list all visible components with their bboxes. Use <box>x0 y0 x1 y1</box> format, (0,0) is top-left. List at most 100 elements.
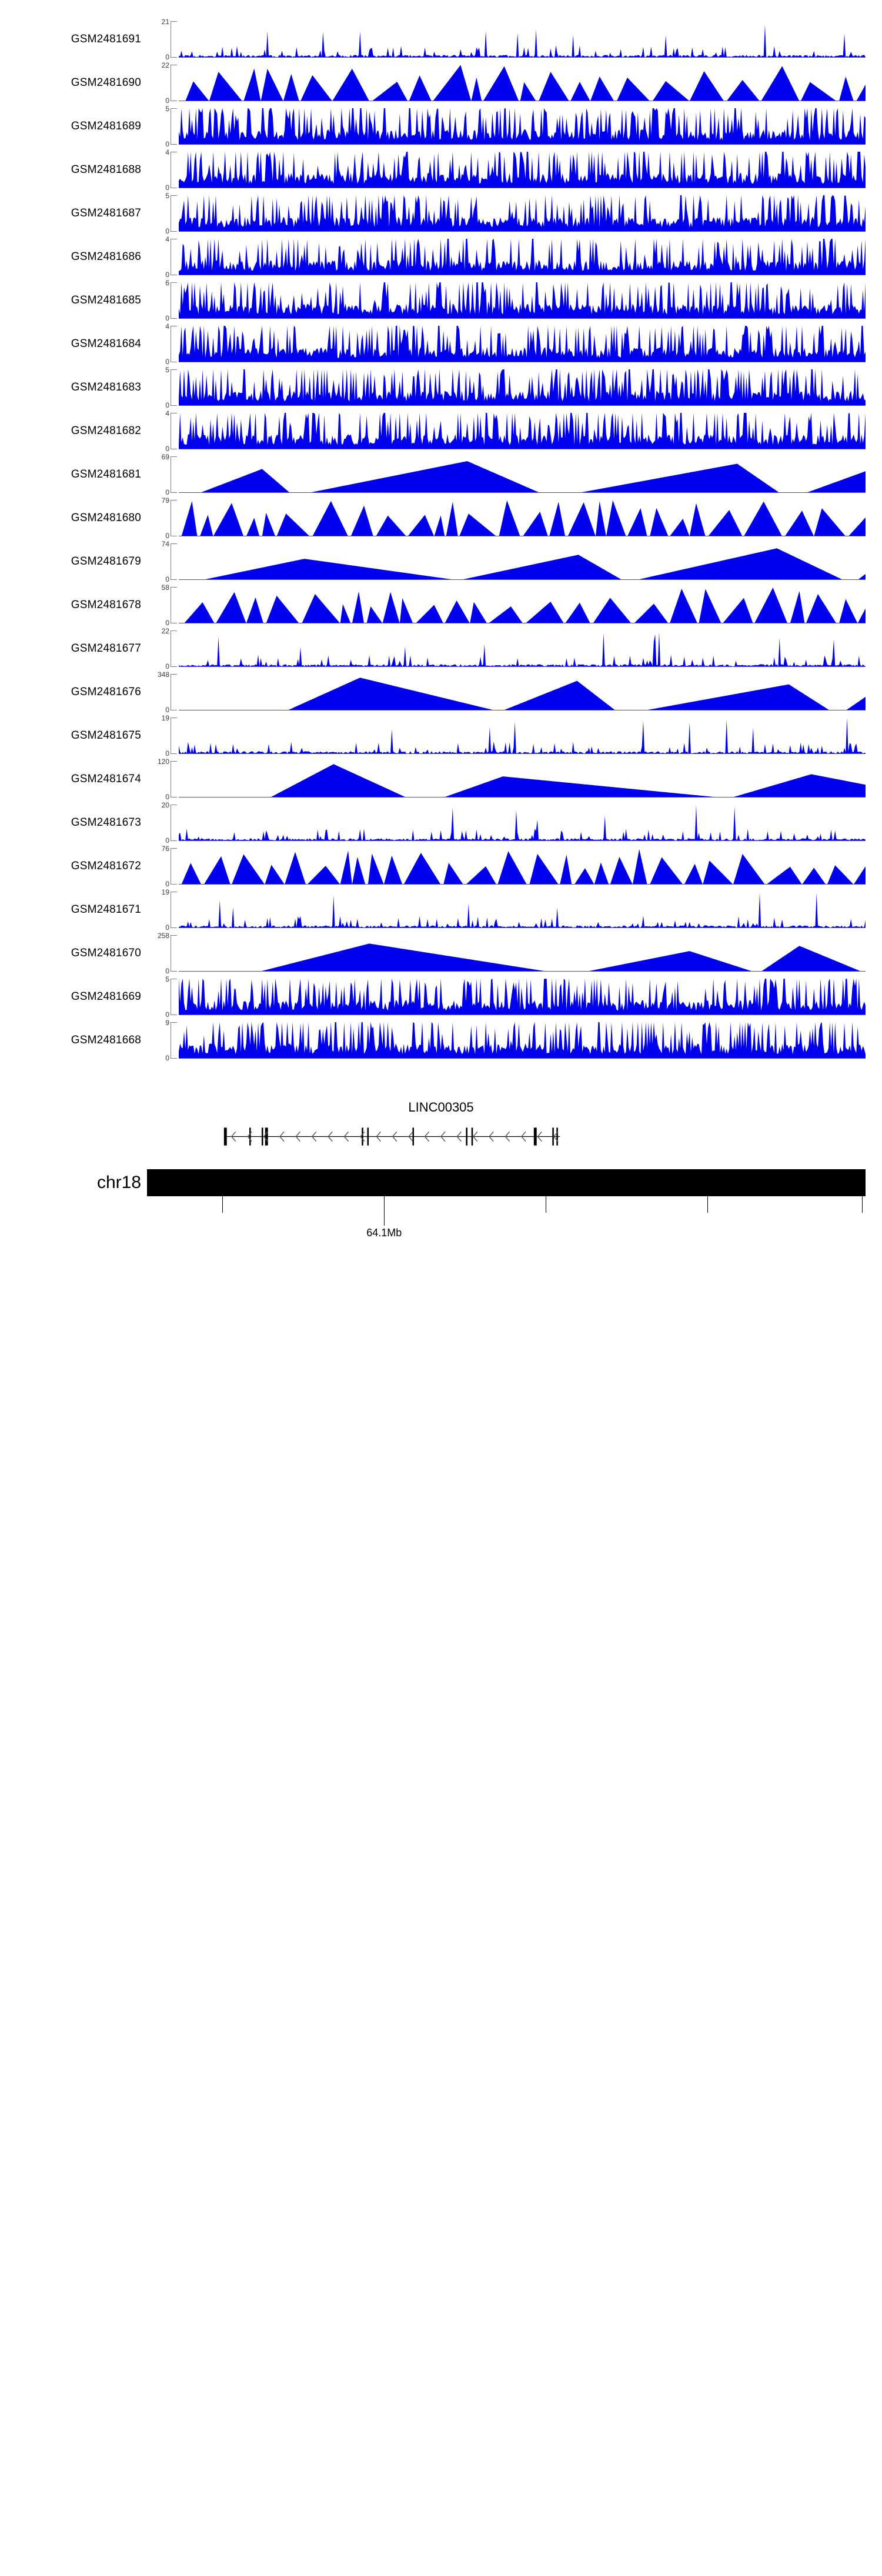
track-baseline <box>179 840 866 841</box>
coverage-track: GSM2481675 19 0 <box>0 715 882 757</box>
y-axis-bracket <box>171 282 179 319</box>
track-label-cell: GSM2481677 <box>0 630 148 667</box>
y-axis-max-label: 22 <box>161 627 169 635</box>
y-axis-bracket <box>171 65 179 101</box>
y-axis: 22 0 <box>148 627 179 670</box>
sample-label: GSM2481676 <box>71 686 141 698</box>
coverage-signal[interactable] <box>179 456 866 493</box>
y-axis-bracket <box>171 587 179 623</box>
sample-label: GSM2481673 <box>71 816 141 829</box>
y-axis-bracket <box>171 456 179 493</box>
y-axis-max-label: 76 <box>161 845 169 853</box>
coverage-signal[interactable] <box>179 935 866 972</box>
sample-label: GSM2481682 <box>71 425 141 437</box>
axis-tick <box>707 1196 709 1213</box>
y-axis-min-label: 0 <box>165 1010 169 1019</box>
coverage-signal[interactable] <box>179 805 866 841</box>
sample-label: GSM2481668 <box>71 1034 141 1046</box>
axis-tick <box>384 1196 385 1226</box>
track-label-cell: GSM2481691 <box>0 21 148 58</box>
y-axis-bracket <box>171 805 179 841</box>
y-axis-bracket <box>171 718 179 754</box>
coverage-signal[interactable] <box>179 1022 866 1059</box>
coverage-signal[interactable] <box>179 979 866 1015</box>
y-axis-min-label: 0 <box>165 662 169 670</box>
track-label-cell: GSM2481688 <box>0 152 148 188</box>
y-axis-max-label: 348 <box>157 670 169 679</box>
y-axis: 258 0 <box>148 932 179 975</box>
coverage-signal[interactable] <box>179 282 866 319</box>
y-axis: 74 0 <box>148 540 179 583</box>
coverage-signal[interactable] <box>179 543 866 580</box>
y-axis-max-label: 9 <box>165 1019 169 1027</box>
coverage-signal[interactable] <box>179 500 866 536</box>
sample-label: GSM2481677 <box>71 642 141 655</box>
track-label-cell: GSM2481679 <box>0 543 148 580</box>
y-axis-max-label: 20 <box>161 801 169 809</box>
y-axis: 19 0 <box>148 715 179 757</box>
gene-model[interactable] <box>179 1122 864 1147</box>
y-axis-min-label: 0 <box>165 1054 169 1062</box>
coverage-signal[interactable] <box>179 892 866 928</box>
coverage-signal[interactable] <box>179 152 866 188</box>
coverage-track: GSM2481668 9 0 <box>0 1019 882 1062</box>
sample-label: GSM2481671 <box>71 903 141 916</box>
coverage-signal[interactable] <box>179 587 866 623</box>
y-axis-max-label: 120 <box>157 758 169 766</box>
coverage-track: GSM2481689 5 0 <box>0 105 882 148</box>
track-baseline <box>179 797 866 798</box>
track-baseline <box>179 666 866 667</box>
track-label-cell: GSM2481680 <box>0 500 148 536</box>
y-axis-bracket <box>171 239 179 275</box>
y-axis-min-label: 0 <box>165 140 169 148</box>
coverage-signal[interactable] <box>179 761 866 798</box>
y-axis: 58 0 <box>148 584 179 626</box>
track-baseline <box>179 318 866 319</box>
sample-label: GSM2481690 <box>71 76 141 89</box>
sample-label: GSM2481674 <box>71 773 141 785</box>
y-axis-bracket <box>171 674 179 710</box>
track-label-cell: GSM2481672 <box>0 848 148 885</box>
coverage-signal[interactable] <box>179 326 866 362</box>
coverage-signal[interactable] <box>179 674 866 710</box>
y-axis-max-label: 5 <box>165 105 169 113</box>
y-axis-bracket <box>171 979 179 1015</box>
track-baseline <box>179 231 866 232</box>
track-baseline <box>179 144 866 145</box>
sample-label: GSM2481679 <box>71 555 141 568</box>
track-label-cell: GSM2481674 <box>0 761 148 798</box>
y-axis-min-label: 0 <box>165 836 169 845</box>
y-axis-bracket <box>171 369 179 406</box>
coverage-signal[interactable] <box>179 718 866 754</box>
y-axis-max-label: 5 <box>165 192 169 200</box>
coverage-signal[interactable] <box>179 195 866 232</box>
track-baseline <box>179 753 866 754</box>
coverage-signal[interactable] <box>179 108 866 145</box>
coverage-signal[interactable] <box>179 848 866 885</box>
y-axis-max-label: 21 <box>161 18 169 26</box>
y-axis-min-label: 0 <box>165 706 169 714</box>
coverage-signal[interactable] <box>179 413 866 449</box>
track-label-cell: GSM2481675 <box>0 718 148 754</box>
coverage-signal[interactable] <box>179 21 866 58</box>
coverage-signal[interactable] <box>179 369 866 406</box>
sample-label: GSM2481683 <box>71 381 141 393</box>
y-axis: 69 0 <box>148 453 179 496</box>
coverage-track: GSM2481682 4 0 <box>0 410 882 452</box>
coverage-track: GSM2481686 4 0 <box>0 236 882 278</box>
coverage-track: GSM2481680 79 0 <box>0 497 882 539</box>
coverage-track: GSM2481677 22 0 <box>0 627 882 670</box>
gene-annotation-track: LINC00305 <box>0 1100 882 1164</box>
coverage-track: GSM2481691 21 0 <box>0 18 882 61</box>
sample-label: GSM2481681 <box>71 468 141 481</box>
coverage-signal[interactable] <box>179 65 866 101</box>
ideogram-bar[interactable] <box>147 1169 866 1196</box>
coverage-signal[interactable] <box>179 239 866 275</box>
coverage-signal[interactable] <box>179 630 866 667</box>
